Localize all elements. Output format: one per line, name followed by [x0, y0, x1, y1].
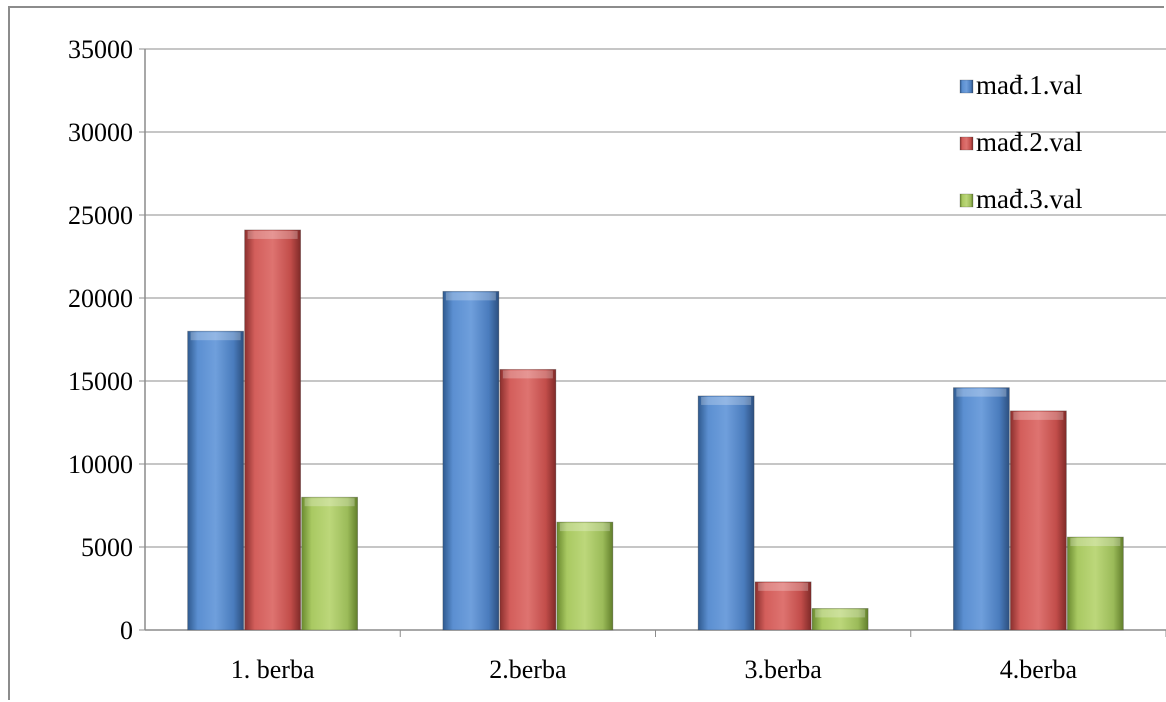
legend-swatch [959, 79, 974, 94]
legend-label: mađ.3.val [976, 184, 1082, 214]
x-tick-label: 2.berba [489, 655, 567, 684]
bar [697, 395, 755, 631]
bar-body [811, 608, 869, 631]
bar [556, 521, 614, 631]
axis-labels: 0 5000 10000 15000 20000 25000 30000 35000 1. be… [68, 35, 1077, 684]
bar-chart: 0 5000 10000 15000 20000 25000 30000 35000 1. be… [68, 35, 1166, 684]
bar [754, 581, 812, 631]
x-tick-label: 3.berba [745, 655, 823, 684]
gridlines [145, 48, 1166, 548]
bar [1066, 536, 1124, 631]
bar [442, 290, 500, 631]
x-tick-label: 4.berba [1000, 655, 1078, 684]
bar [952, 387, 1010, 631]
bar-bevel [190, 332, 241, 341]
legend-label: mađ.2.val [976, 127, 1082, 157]
bar [1009, 410, 1067, 631]
y-tick-label: 15000 [68, 367, 133, 396]
legend-swatch [959, 136, 974, 151]
bar-body [442, 290, 500, 631]
bar-body [697, 395, 755, 631]
bar-bevel [445, 292, 496, 301]
y-tick-label: 10000 [68, 450, 133, 479]
bar-bevel [559, 523, 610, 532]
bar-bevel [502, 370, 553, 379]
bar-body [187, 330, 245, 631]
y-tick-label: 30000 [68, 118, 133, 147]
bar-body [1009, 410, 1067, 631]
bar-body [754, 581, 812, 631]
y-tick-label: 0 [120, 616, 133, 645]
legend: mađ.1.val mađ.2.val mađ.3.val [959, 70, 1082, 214]
bar-body [952, 387, 1010, 631]
bar [301, 496, 359, 631]
bar [811, 608, 869, 631]
bar-bevel [1013, 411, 1064, 420]
bar-body [499, 368, 557, 631]
y-tick-label: 5000 [81, 533, 133, 562]
bar-body [1066, 536, 1124, 631]
y-tick-label: 25000 [68, 201, 133, 230]
legend-swatch [959, 193, 974, 208]
x-tick-label: 1. berba [231, 655, 315, 684]
bars [187, 229, 1124, 631]
bar-bevel [815, 609, 866, 618]
y-tick-label: 35000 [68, 35, 133, 64]
legend-label: mađ.1.val [976, 70, 1082, 100]
bar-bevel [1070, 538, 1121, 547]
legend-item: mađ.2.val [959, 127, 1082, 157]
bar-bevel [758, 582, 809, 591]
bar-body [556, 521, 614, 631]
bar [499, 368, 557, 631]
y-tick-label: 20000 [68, 284, 133, 313]
bar-bevel [304, 498, 355, 507]
legend-item: mađ.3.val [959, 184, 1082, 214]
bar [187, 330, 245, 631]
legend-item: mađ.1.val [959, 70, 1082, 100]
bar-bevel [956, 388, 1007, 397]
bar-bevel [247, 230, 298, 239]
bar-body [244, 229, 302, 631]
bar [244, 229, 302, 631]
bar-bevel [701, 396, 752, 405]
chart-container: 0 5000 10000 15000 20000 25000 30000 35000 1. be… [8, 6, 1166, 700]
bar-body [301, 496, 359, 631]
